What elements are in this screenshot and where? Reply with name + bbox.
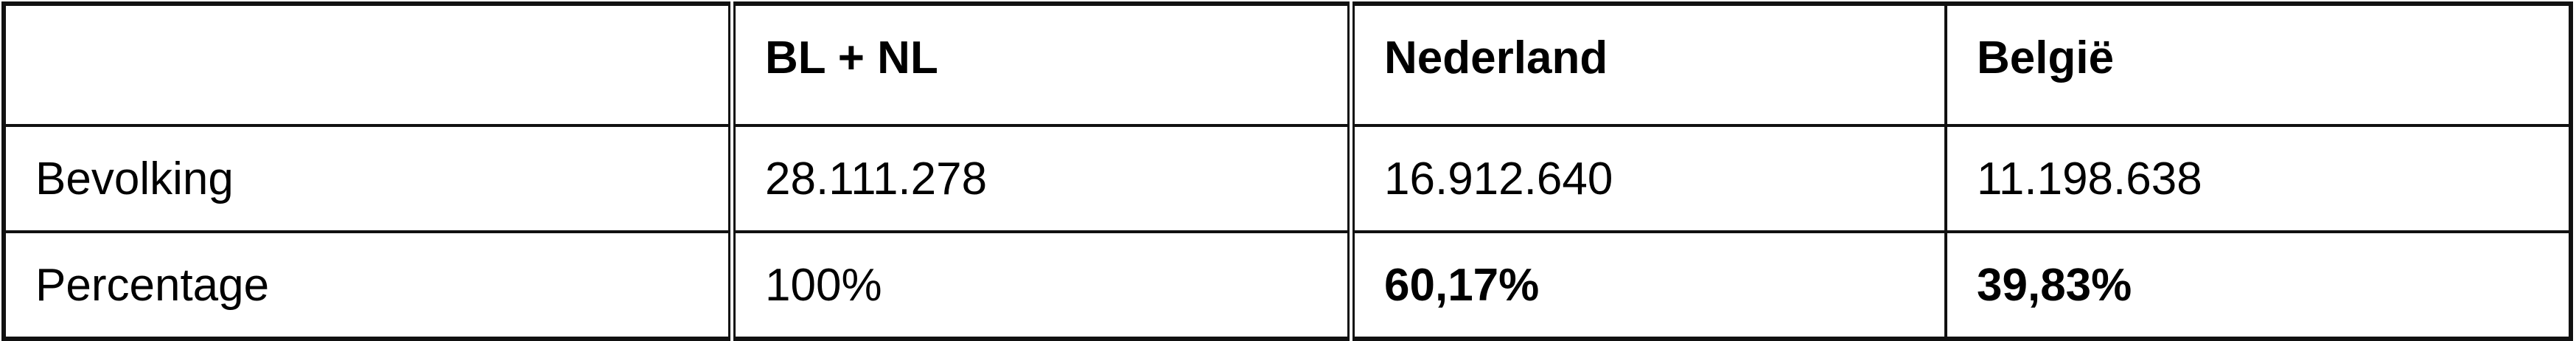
- header-belgie: België: [1944, 2, 2572, 127]
- header-bl-nl: BL + NL: [730, 2, 1355, 127]
- cell-belgie: 11.198.638: [1944, 124, 2572, 233]
- row-label: Percentage: [2, 230, 736, 340]
- cell-bl-nl: 100%: [730, 230, 1355, 340]
- header-empty: [2, 2, 736, 127]
- cell-nederland: 60,17%: [1350, 230, 1947, 340]
- table-row: Percentage 100% 60,17% 39,83%: [2, 230, 2572, 340]
- header-nederland: Nederland: [1350, 2, 1947, 127]
- header-row: BL + NL Nederland België: [2, 2, 2572, 127]
- cell-nederland: 16.912.640: [1350, 124, 1947, 233]
- row-label: Bevolking: [2, 124, 736, 233]
- table-row: Bevolking 28.111.278 16.912.640 11.198.6…: [2, 124, 2572, 233]
- cell-belgie: 39,83%: [1944, 230, 2572, 340]
- cell-bl-nl: 28.111.278: [730, 124, 1355, 233]
